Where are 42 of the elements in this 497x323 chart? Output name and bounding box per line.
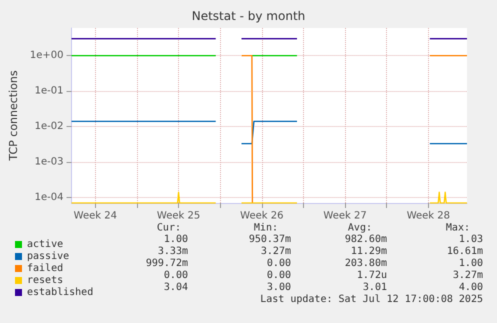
legend-label: resets <box>27 275 64 286</box>
text: Max: <box>446 222 470 234</box>
y-tick-label: 1e+00 <box>30 50 64 62</box>
text: 3.33m <box>158 246 188 257</box>
text: Min: <box>254 222 278 234</box>
text: 950.37m <box>248 234 291 245</box>
text: 3.01 <box>362 282 387 293</box>
legend-label: failed <box>27 263 64 274</box>
text: 3.00 <box>266 282 291 293</box>
text: 999.72m <box>146 258 188 269</box>
chart-title: Netstat - by month <box>192 9 306 23</box>
x-tick-label: Week 25 <box>156 210 200 222</box>
legend-label: active <box>27 239 64 250</box>
text: Avg: <box>348 222 372 234</box>
text: 3.27m <box>260 246 291 257</box>
legend-label: established <box>27 287 94 298</box>
y-tick-label: 1e-02 <box>34 121 64 132</box>
text: 1.00 <box>164 234 188 245</box>
text: 982.60m <box>344 234 387 245</box>
text: 3.04 <box>164 282 188 293</box>
text: 203.80m <box>344 258 387 269</box>
text: 4.00 <box>458 282 483 293</box>
text: 11.29m <box>350 246 387 257</box>
text: 0.00 <box>266 270 291 281</box>
text: 1.00 <box>458 258 483 269</box>
text: 0.00 <box>164 270 188 281</box>
text: 3.27m <box>452 270 483 281</box>
x-tick-label: Week 26 <box>240 210 284 222</box>
x-tick-label: Week 24 <box>74 210 117 222</box>
legend-label: passive <box>27 251 70 262</box>
text: 1.03 <box>458 234 483 245</box>
y-tick-label: 1e-04 <box>34 192 64 204</box>
y-axis-title: TCP connections <box>7 70 20 162</box>
text: Cur: <box>156 222 181 234</box>
y-tick-label: 1e-01 <box>34 86 64 97</box>
x-tick-label: Week 28 <box>406 210 450 222</box>
text: 1.72u <box>356 270 387 281</box>
x-tick-label: Week 27 <box>323 210 367 222</box>
text: 16.61m <box>446 246 483 257</box>
y-tick-label: 1e-03 <box>34 156 64 168</box>
text: 0.00 <box>266 258 291 269</box>
text: Last update: Sat Jul 12 17:00:08 2025 <box>260 294 483 305</box>
